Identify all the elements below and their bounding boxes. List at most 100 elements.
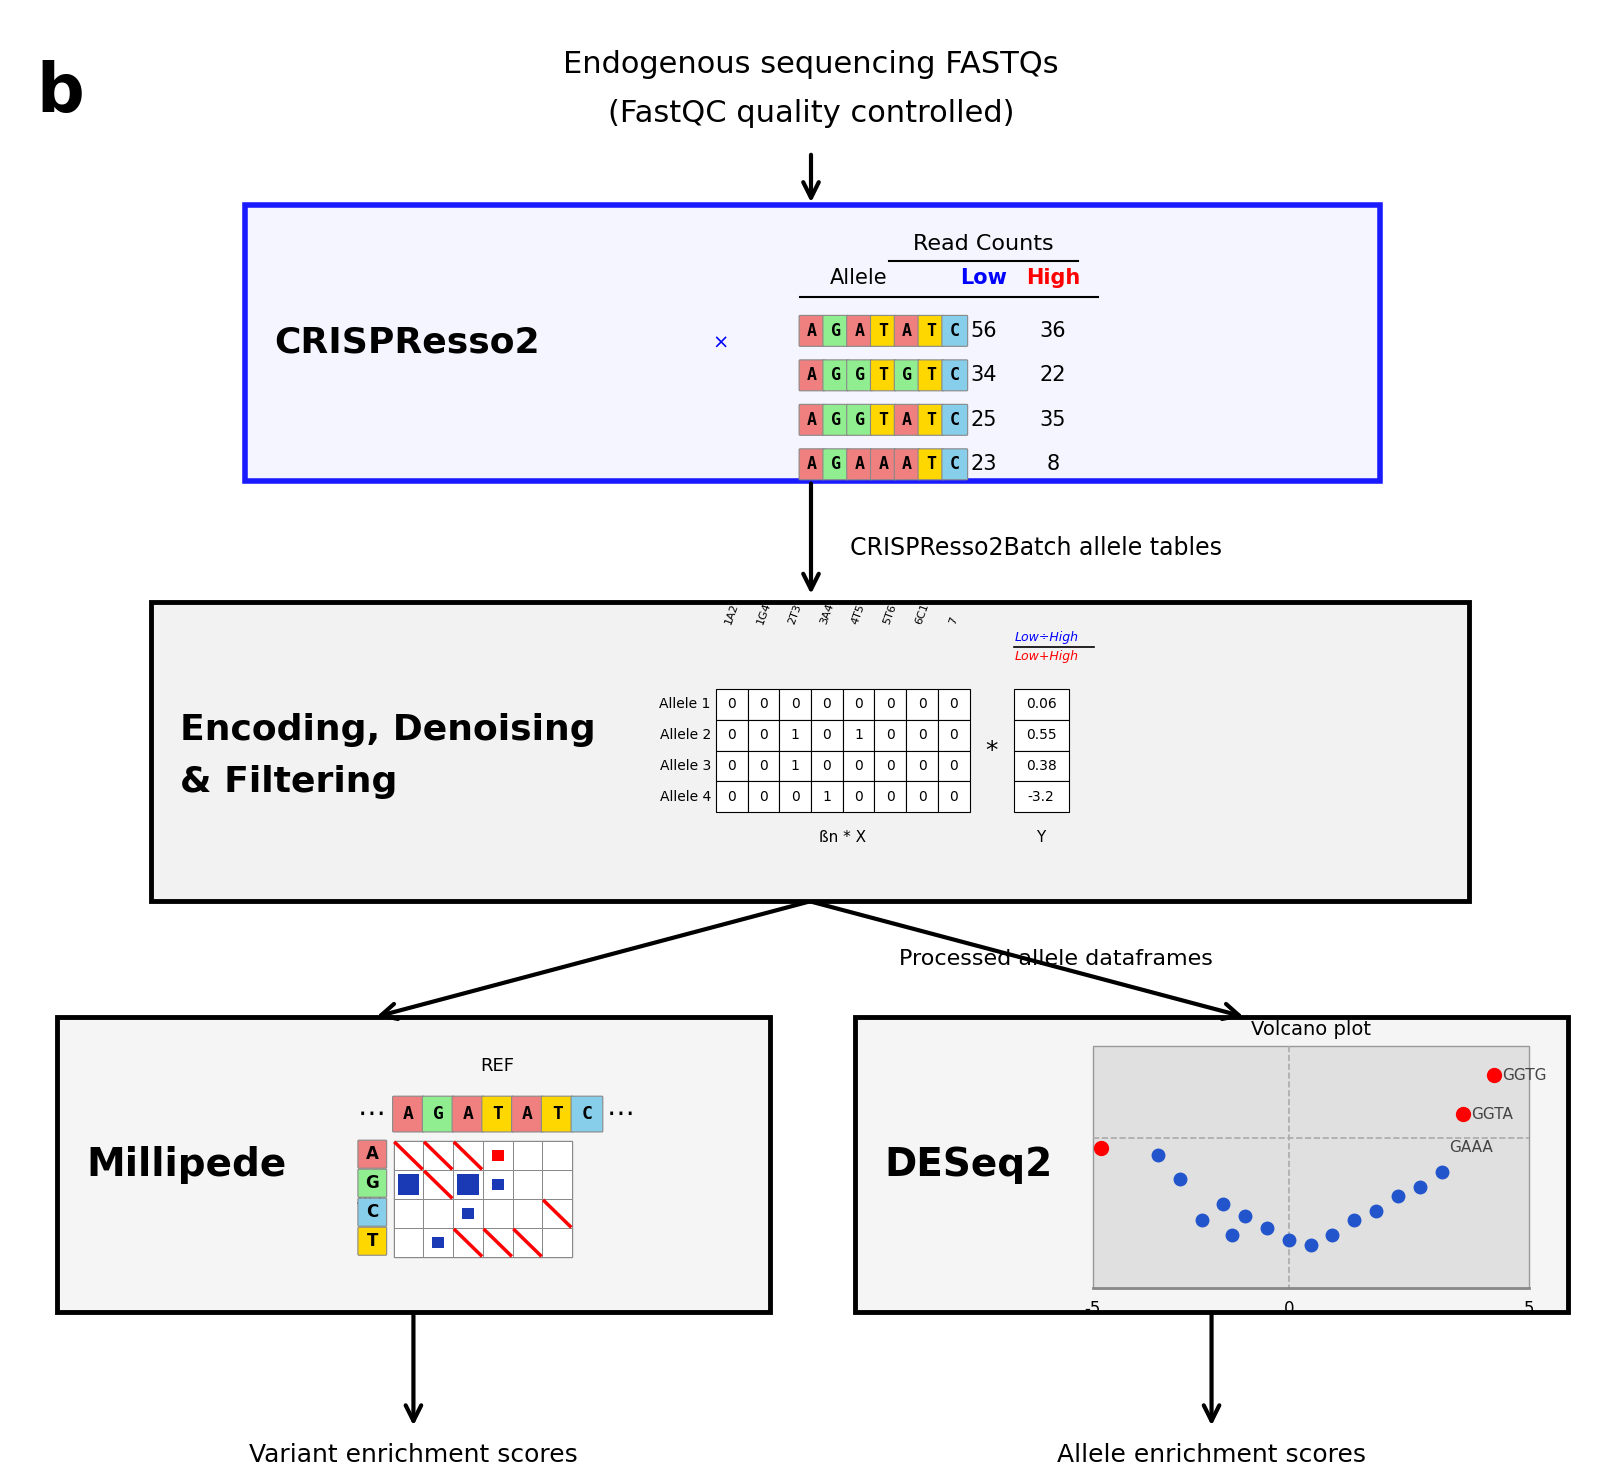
Text: C: C xyxy=(367,1203,378,1221)
Text: C: C xyxy=(950,366,960,384)
Text: T: T xyxy=(926,456,936,474)
Text: 0.06: 0.06 xyxy=(1025,697,1056,710)
FancyBboxPatch shape xyxy=(871,315,897,346)
Text: ⋯: ⋯ xyxy=(607,1100,634,1128)
Bar xyxy=(779,781,811,812)
Bar xyxy=(513,1228,542,1258)
Bar xyxy=(1093,1046,1530,1289)
Text: 1: 1 xyxy=(790,759,800,772)
Bar xyxy=(394,1228,423,1258)
Bar xyxy=(542,1141,573,1169)
Bar xyxy=(715,688,748,719)
Text: GAAA: GAAA xyxy=(1450,1140,1494,1155)
Bar xyxy=(423,1199,453,1228)
Text: ALT: ALT xyxy=(357,1190,386,1208)
FancyBboxPatch shape xyxy=(511,1096,543,1133)
Text: *: * xyxy=(985,738,998,762)
Text: (FastQC quality controlled): (FastQC quality controlled) xyxy=(608,99,1014,128)
Bar xyxy=(874,781,907,812)
FancyBboxPatch shape xyxy=(942,360,968,391)
Bar xyxy=(151,602,1470,902)
Text: Processed allele dataframes: Processed allele dataframes xyxy=(899,949,1213,969)
Text: 1A2: 1A2 xyxy=(723,602,740,625)
Text: 3A4: 3A4 xyxy=(819,602,835,625)
Text: C: C xyxy=(582,1105,592,1122)
Text: 0.38: 0.38 xyxy=(1025,759,1056,772)
Text: T: T xyxy=(491,1105,503,1122)
Bar xyxy=(811,750,843,781)
Text: 56: 56 xyxy=(970,321,998,341)
Text: 0: 0 xyxy=(792,697,800,710)
Bar xyxy=(938,688,970,719)
Bar xyxy=(748,719,779,750)
Text: G: G xyxy=(830,456,840,474)
Bar xyxy=(423,1169,453,1199)
Bar xyxy=(938,750,970,781)
Text: 4T5: 4T5 xyxy=(850,603,866,625)
Bar xyxy=(483,1228,513,1258)
Text: Allele 4: Allele 4 xyxy=(660,790,710,805)
Text: 5: 5 xyxy=(1523,1300,1534,1318)
Bar xyxy=(394,1169,423,1199)
FancyBboxPatch shape xyxy=(871,360,897,391)
Bar xyxy=(938,781,970,812)
Text: C: C xyxy=(950,322,960,340)
Text: ×: × xyxy=(712,334,728,353)
Text: 0: 0 xyxy=(855,790,863,805)
Bar xyxy=(779,719,811,750)
Text: GGTA: GGTA xyxy=(1471,1106,1513,1121)
FancyBboxPatch shape xyxy=(422,1096,454,1133)
Bar xyxy=(542,1169,573,1199)
Text: A: A xyxy=(855,456,865,474)
Text: G: G xyxy=(830,366,840,384)
Bar xyxy=(907,750,938,781)
Bar xyxy=(938,719,970,750)
Text: Allele 2: Allele 2 xyxy=(660,728,710,741)
Text: Low: Low xyxy=(960,268,1007,288)
Text: 1: 1 xyxy=(855,728,863,741)
FancyBboxPatch shape xyxy=(358,1140,386,1168)
Bar xyxy=(811,781,843,812)
Text: T: T xyxy=(926,366,936,384)
Text: High: High xyxy=(1025,268,1080,288)
Text: 0: 0 xyxy=(949,697,959,710)
Text: A: A xyxy=(522,1105,534,1122)
Bar xyxy=(491,1150,504,1162)
Text: 0: 0 xyxy=(886,790,895,805)
Text: DESeq2: DESeq2 xyxy=(884,1146,1053,1184)
FancyBboxPatch shape xyxy=(942,405,968,435)
Text: 0: 0 xyxy=(1283,1300,1294,1318)
Bar xyxy=(779,750,811,781)
FancyBboxPatch shape xyxy=(918,405,944,435)
Text: A: A xyxy=(879,456,889,474)
Text: A: A xyxy=(902,456,912,474)
Bar xyxy=(843,719,874,750)
FancyBboxPatch shape xyxy=(918,315,944,346)
Text: 0: 0 xyxy=(949,790,959,805)
Bar xyxy=(907,781,938,812)
Text: & Filtering: & Filtering xyxy=(180,765,397,799)
Text: 0: 0 xyxy=(727,697,736,710)
Text: Allele 1: Allele 1 xyxy=(660,697,710,710)
Text: C: C xyxy=(950,456,960,474)
Text: ßn * X: ßn * X xyxy=(819,830,866,844)
Bar xyxy=(843,781,874,812)
Bar xyxy=(462,1208,474,1219)
Text: b: b xyxy=(37,60,84,127)
Text: 0: 0 xyxy=(822,759,830,772)
Text: 0: 0 xyxy=(727,728,736,741)
Text: ⋯: ⋯ xyxy=(358,1100,386,1128)
Bar xyxy=(433,1237,444,1249)
FancyBboxPatch shape xyxy=(800,360,826,391)
Bar xyxy=(1014,719,1069,750)
FancyBboxPatch shape xyxy=(918,360,944,391)
Text: A: A xyxy=(367,1146,378,1164)
Bar xyxy=(715,781,748,812)
FancyBboxPatch shape xyxy=(894,449,920,480)
Text: Variant enrichment scores: Variant enrichment scores xyxy=(250,1443,577,1467)
FancyBboxPatch shape xyxy=(542,1096,573,1133)
Bar xyxy=(1014,750,1069,781)
FancyBboxPatch shape xyxy=(894,360,920,391)
Bar xyxy=(423,1228,453,1258)
Text: Allele 3: Allele 3 xyxy=(660,759,710,772)
